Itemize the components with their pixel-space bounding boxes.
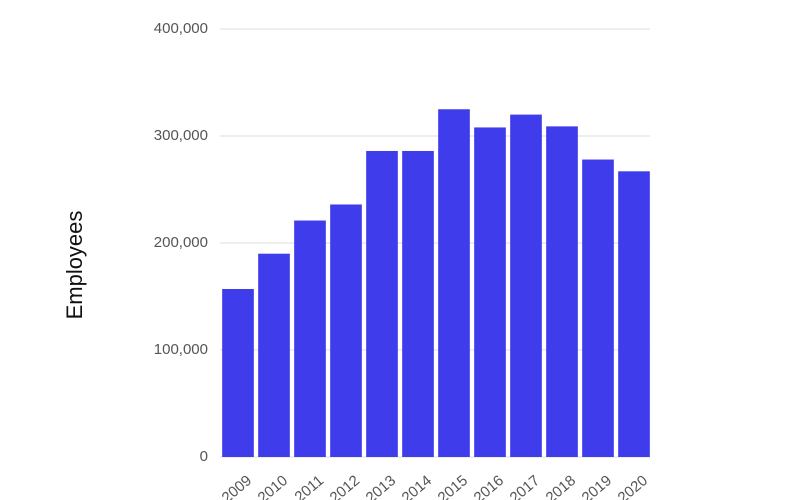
- bar: [546, 126, 578, 458]
- bar: [366, 150, 398, 458]
- bar: [438, 109, 470, 457]
- x-tick-label: 2015: [435, 472, 471, 500]
- x-tick-label: 2020: [615, 472, 651, 500]
- x-tick-label: 2016: [471, 472, 507, 500]
- bar: [474, 127, 506, 457]
- bar: [402, 150, 434, 458]
- x-tick-label: 2011: [291, 472, 327, 500]
- bar: [294, 220, 326, 457]
- y-tick-label: 0: [200, 448, 208, 465]
- x-tick-label: 2019: [579, 472, 615, 500]
- x-tick-label: 2013: [363, 472, 399, 500]
- x-tick-label: 2009: [219, 472, 255, 500]
- y-tick-label: 200,000: [154, 234, 208, 251]
- bar: [222, 289, 254, 457]
- x-tick-label: 2014: [399, 472, 435, 500]
- x-tick-label: 2012: [327, 472, 363, 500]
- y-axis-title: Employees: [62, 211, 87, 320]
- bar: [258, 253, 290, 457]
- y-tick-label: 400,000: [154, 20, 208, 37]
- y-tick-label: 100,000: [154, 341, 208, 358]
- bar: [618, 171, 650, 457]
- bar: [330, 204, 362, 457]
- bar: [582, 159, 614, 458]
- x-tick-label: 2010: [255, 472, 291, 500]
- y-tick-label: 300,000: [154, 127, 208, 144]
- bar: [510, 114, 542, 457]
- x-tick-label: 2017: [507, 472, 543, 500]
- x-tick-label: 2018: [543, 472, 579, 500]
